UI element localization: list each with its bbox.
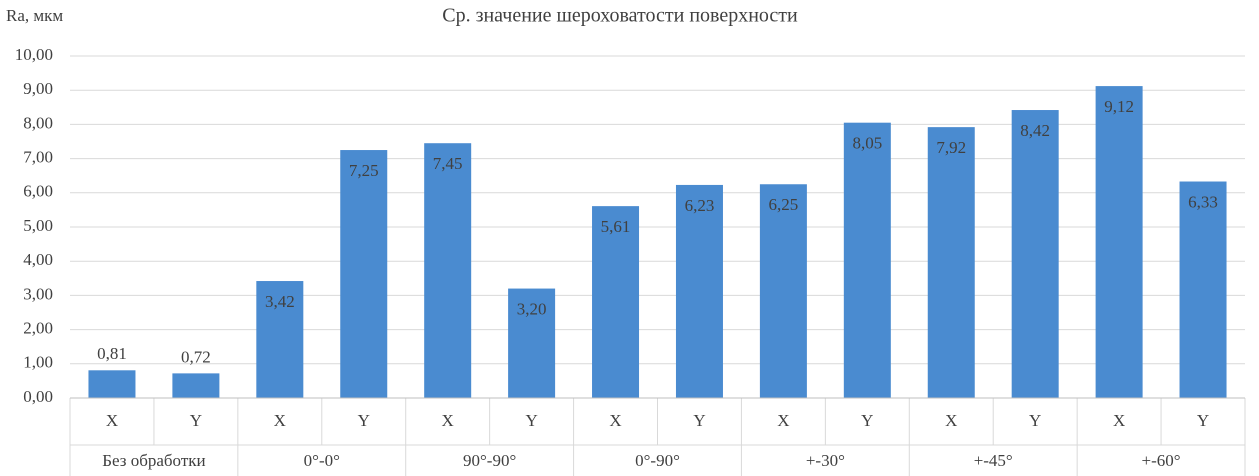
group-label: +-45° (974, 451, 1013, 470)
x-tick-label: Y (1029, 411, 1041, 430)
y-tick-label: 7,00 (23, 148, 53, 167)
bar (1179, 181, 1227, 398)
y-tick-label: 1,00 (23, 353, 53, 372)
group-label: +-30° (806, 451, 845, 470)
x-tick-label: Y (1197, 411, 1209, 430)
bar (1095, 86, 1143, 398)
data-label: 8,05 (852, 134, 882, 153)
bar (1011, 110, 1059, 398)
data-label: 3,42 (265, 292, 295, 311)
x-tick-label: Y (358, 411, 370, 430)
y-tick-label: 10,00 (15, 45, 53, 64)
chart-title: Ср. значение шероховатости поверхности (442, 5, 798, 27)
x-tick-label: Y (190, 411, 202, 430)
bar (592, 206, 640, 398)
data-label: 6,25 (769, 195, 799, 214)
x-tick-label: X (777, 411, 789, 430)
data-label: 8,42 (1020, 121, 1050, 140)
data-label: 5,61 (601, 217, 631, 236)
data-label: 7,25 (349, 161, 379, 180)
group-label: 0°-90° (635, 451, 680, 470)
bar (88, 370, 136, 398)
group-label: 0°-0° (304, 451, 340, 470)
x-tick-label: X (1113, 411, 1125, 430)
bar (927, 127, 975, 399)
bar (340, 150, 388, 398)
bar (759, 184, 807, 398)
x-tick-label: X (106, 411, 118, 430)
x-tick-label: Y (861, 411, 873, 430)
group-label: 90°-90° (463, 451, 516, 470)
x-tick-label: Y (525, 411, 537, 430)
data-label: 0,72 (181, 347, 211, 366)
data-label: 0,81 (97, 344, 127, 363)
y-tick-label: 2,00 (23, 319, 53, 338)
data-label: 6,33 (1188, 192, 1218, 211)
bar (508, 288, 556, 398)
bar (172, 373, 220, 398)
bar (256, 281, 304, 398)
y-tick-label: 0,00 (23, 387, 53, 406)
y-tick-label: 8,00 (23, 113, 53, 132)
y-tick-label: 9,00 (23, 79, 53, 98)
x-tick-label: X (609, 411, 621, 430)
y-axis-label: Ra, мкм (6, 6, 63, 25)
data-label: 7,92 (936, 138, 966, 157)
data-label: 9,12 (1104, 97, 1134, 116)
y-tick-label: 4,00 (23, 250, 53, 269)
bar (675, 184, 723, 398)
bar (424, 143, 472, 398)
group-label: Без обработки (102, 451, 205, 470)
x-tick-label: X (442, 411, 454, 430)
y-tick-label: 6,00 (23, 182, 53, 201)
x-tick-label: X (945, 411, 957, 430)
x-tick-label: X (274, 411, 286, 430)
bar (843, 122, 891, 398)
data-label: 7,45 (433, 154, 463, 173)
y-tick-label: 5,00 (23, 216, 53, 235)
y-tick-label: 3,00 (23, 284, 53, 303)
x-tick-label: Y (693, 411, 705, 430)
data-label: 3,20 (517, 299, 547, 318)
group-label: +-60° (1142, 451, 1181, 470)
data-label: 6,23 (685, 196, 715, 215)
